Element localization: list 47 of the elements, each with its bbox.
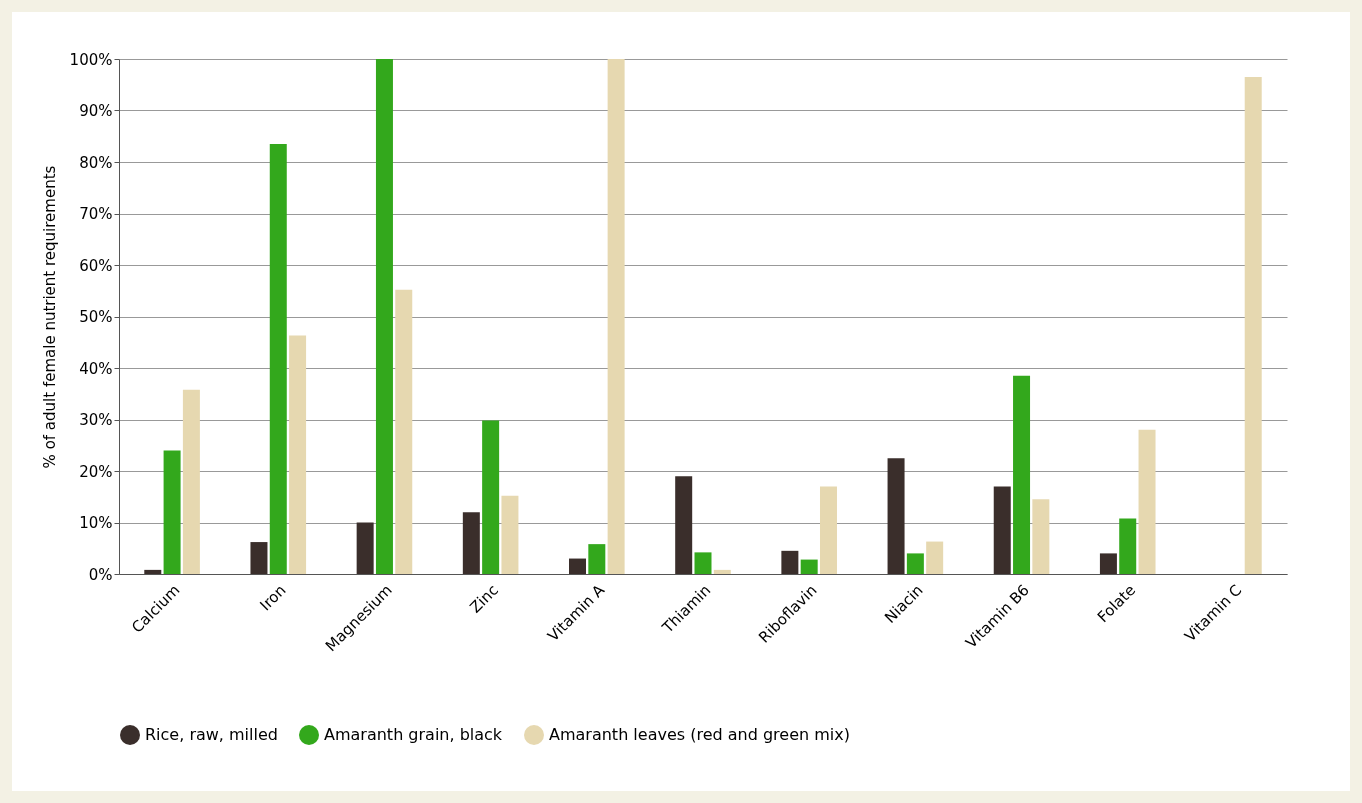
bar — [926, 541, 944, 574]
bar — [607, 59, 625, 574]
bar — [375, 59, 393, 574]
bar — [906, 553, 924, 574]
y-tick-label: 100% — [69, 50, 113, 69]
y-tick-label: 80% — [79, 153, 113, 172]
legend-label: Amaranth grain, black — [324, 725, 503, 744]
bar — [144, 569, 162, 574]
bar — [694, 552, 712, 574]
y-tick-label: 30% — [79, 411, 113, 429]
legend-label: Rice, raw, milled — [145, 725, 278, 744]
bar — [482, 420, 500, 574]
bar — [395, 289, 413, 574]
legend-label: Amaranth leaves (red and green mix) — [549, 725, 850, 744]
y-tick-label: 10% — [79, 514, 113, 532]
bar — [1119, 518, 1137, 574]
bar — [462, 512, 480, 574]
bar — [1013, 375, 1031, 574]
bar — [781, 550, 799, 574]
bar — [993, 486, 1011, 574]
bar — [182, 389, 200, 574]
y-tick-label: 90% — [79, 102, 113, 120]
bar — [269, 143, 287, 574]
bar — [713, 569, 731, 574]
y-tick-label: 20% — [79, 462, 113, 481]
bar — [250, 542, 268, 574]
bar — [163, 450, 181, 574]
y-tick-label: 40% — [79, 359, 113, 378]
bar — [1244, 77, 1262, 574]
bar — [588, 544, 606, 574]
bar — [356, 522, 374, 574]
bar — [289, 335, 307, 574]
x-tick-label: Iron — [256, 581, 290, 615]
bar — [819, 486, 837, 574]
y-tick-label: 60% — [79, 256, 113, 275]
bar — [1099, 553, 1117, 574]
bar — [1032, 499, 1050, 574]
bar — [800, 559, 818, 574]
y-tick-label: 70% — [79, 205, 113, 223]
bar — [675, 476, 693, 574]
y-axis-title: % of adult female nutrient requirements — [40, 165, 59, 469]
bar — [1138, 429, 1156, 574]
bar — [501, 495, 519, 574]
y-tick-label: 0% — [88, 565, 113, 584]
y-tick-label: 50% — [79, 308, 113, 326]
bar — [887, 458, 905, 574]
bar — [569, 558, 587, 574]
